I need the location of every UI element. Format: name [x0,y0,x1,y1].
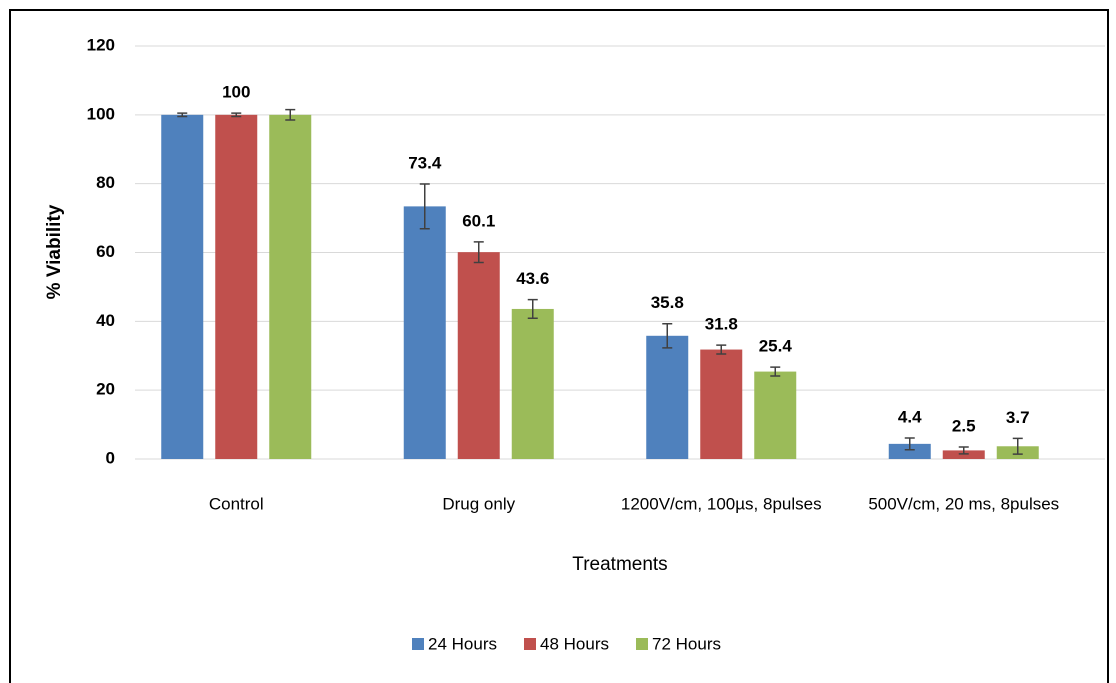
bar [161,114,204,459]
legend-swatch [524,638,536,650]
legend-label: 48 Hours [540,634,609,653]
data-label: 73.4 [408,153,442,172]
bar [215,114,258,459]
bar [403,206,446,459]
error-bar [716,344,727,355]
y-tick-label: 100 [87,104,115,123]
error-bar [473,241,484,264]
error-bar [904,437,915,451]
data-label: 43.6 [516,269,549,288]
data-label: 3.7 [1006,408,1030,427]
legend-label: 24 Hours [428,634,497,653]
data-label: 60.1 [462,211,495,230]
bar [888,443,931,459]
error-bar [285,108,296,121]
bar [269,114,312,459]
error-bar [1012,437,1023,455]
x-tick-label: Control [209,494,264,513]
x-tick-label: Drug only [442,494,515,513]
x-tick-label: 500V/cm, 20 ms, 8pulses [868,494,1059,513]
bar [511,308,554,459]
bar [457,252,500,459]
data-label: 25.4 [759,337,793,356]
bar [700,349,743,459]
y-tick-label: 0 [106,448,115,467]
error-bar [177,112,188,118]
error-bar [419,183,430,230]
error-bar [231,112,242,118]
y-tick-label: 60 [96,242,115,261]
error-bar [662,322,673,349]
y-tick-label: 80 [96,173,115,192]
x-tick-label: 1200V/cm, 100µs, 8pulses [621,494,822,513]
bar [754,371,797,459]
data-label: 100 [222,83,250,102]
data-label: 2.5 [952,416,976,435]
x-axis-title: Treatments [572,554,667,575]
y-tick-label: 40 [96,311,115,330]
error-bar [527,298,538,319]
bar [646,335,689,459]
y-tick-label: 120 [87,35,115,54]
y-axis-title: % Viability [44,204,65,299]
legend-swatch [412,638,424,650]
error-bar [770,366,781,377]
data-label: 4.4 [898,407,922,426]
bar [942,450,985,459]
error-bar [958,446,969,455]
frame [9,9,1109,683]
data-label: 35.8 [651,293,684,312]
legend-swatch [636,638,648,650]
legend-label: 72 Hours [652,634,721,653]
data-label: 31.8 [705,315,738,334]
y-tick-label: 20 [96,380,115,399]
